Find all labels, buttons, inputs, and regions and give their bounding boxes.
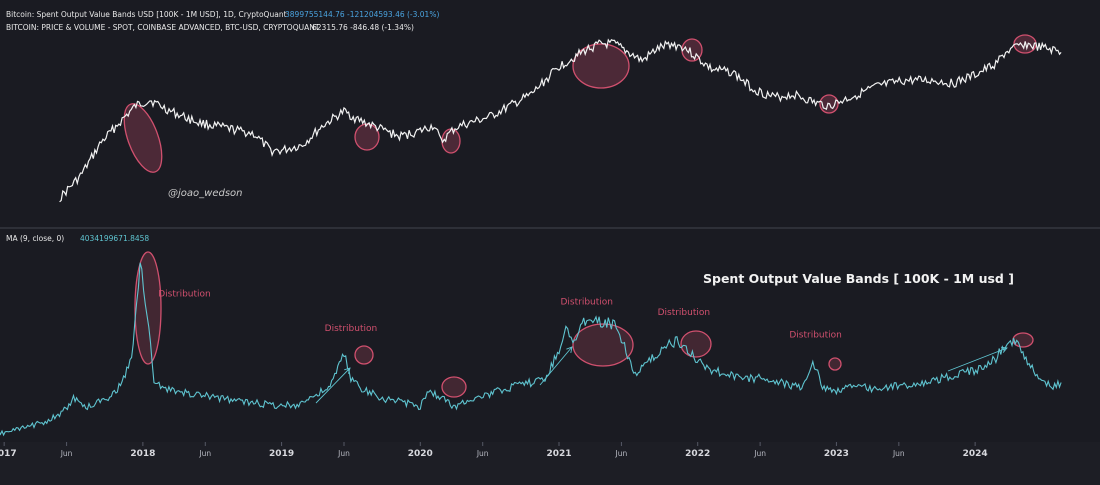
x-tick-label: 2020	[408, 449, 433, 459]
trend-arrow	[315, 367, 351, 404]
highlight-ellipse	[1012, 332, 1034, 348]
ma-legend-value: 4034199671.8458	[80, 234, 149, 243]
highlight-ellipse	[572, 323, 634, 367]
x-tick-label: 2018	[130, 449, 155, 459]
highlight-ellipse	[572, 43, 630, 89]
legend-line2-title: BITCOIN: PRICE & VOLUME - SPOT, COINBASE…	[6, 23, 320, 32]
ma-legend-title: MA (9, close, 0)	[6, 234, 64, 243]
trend-arrow	[947, 347, 1008, 372]
x-tick-label: Jun	[615, 449, 628, 458]
distribution-label: Distribution	[789, 330, 842, 340]
highlight-ellipse	[354, 123, 380, 151]
x-tick-label: Jun	[753, 449, 766, 458]
time-axis: 2017 Jun 2018 Jun 2019 Jun 2020 Jun 2021 Jun 2022 J…	[0, 442, 988, 459]
x-tick-label: Jun	[892, 449, 905, 458]
highlight-ellipse	[354, 345, 374, 365]
ma-line	[0, 262, 1062, 437]
highlight-ellipse	[123, 103, 163, 173]
trend-arrow-head	[566, 346, 573, 353]
watermark: @joao_wedson	[168, 188, 243, 199]
legend-line1-title: Bitcoin: Spent Output Value Bands USD [1…	[6, 10, 287, 19]
annotation-title: Spent Output Value Bands [ 100K - 1M usd…	[703, 271, 1014, 286]
x-tick-label: Jun	[60, 449, 73, 458]
distribution-label: Distribution	[158, 289, 211, 299]
highlight-ellipse	[134, 251, 162, 365]
highlight-ellipse	[680, 330, 712, 358]
x-tick-label: Jun	[337, 449, 350, 458]
price-line	[59, 38, 1062, 203]
distribution-label: Distribution	[560, 298, 613, 308]
highlight-ellipse	[441, 376, 467, 398]
price-pane	[59, 34, 1062, 203]
x-tick-label: 2017	[0, 449, 17, 459]
time-axis-strip	[0, 442, 1100, 485]
distribution-label: Distribution	[658, 308, 711, 318]
trend-arrow	[539, 346, 573, 386]
trend-arrow-head	[1000, 346, 1008, 353]
x-tick-label: Jun	[476, 449, 489, 458]
ma-pane: Distribution Distribution Distribution Dist…	[0, 251, 1062, 437]
x-tick-label: 2019	[269, 449, 294, 459]
x-tick-label: 2024	[963, 449, 988, 459]
legend-line1-value: 3899755144.76 -121204593.46 (-3.01%)	[285, 10, 439, 19]
trend-arrow-head	[344, 367, 351, 374]
legend-line2-value: 62315.76 -846.48 (-1.34%)	[312, 23, 414, 32]
x-tick-label: Jun	[198, 449, 211, 458]
x-tick-label: 2022	[685, 449, 710, 459]
x-tick-label: 2023	[824, 449, 849, 459]
x-tick-label: 2021	[546, 449, 571, 459]
distribution-label: Distribution	[325, 324, 378, 334]
highlight-ellipse	[828, 357, 842, 371]
